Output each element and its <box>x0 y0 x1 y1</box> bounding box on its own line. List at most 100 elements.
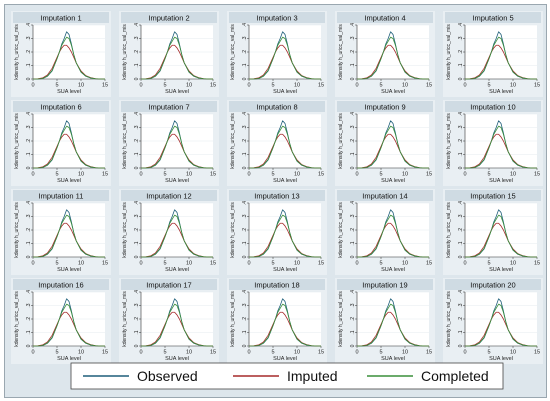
y-tick-label: 0 <box>26 255 32 258</box>
x-axis-label: SUA level <box>381 356 405 362</box>
y-tick-label: 0 <box>134 77 140 80</box>
y-axis-label: kdensity h_uricc_val_mis <box>446 113 452 169</box>
series-line-completed <box>249 214 321 258</box>
y-tick-label: .1 <box>350 241 356 245</box>
series-line-completed <box>141 303 213 347</box>
series-line-completed <box>357 125 429 169</box>
legend-label-completed: Completed <box>421 368 489 384</box>
y-tick-label: .3 <box>242 36 248 40</box>
x-tick-label: 5 <box>163 83 166 89</box>
x-tick-label: 15 <box>318 172 324 178</box>
x-axis-label: SUA level <box>489 178 513 184</box>
y-tick-label: 0 <box>134 255 140 258</box>
y-tick-label: .2 <box>26 228 32 232</box>
y-tick-label: 0 <box>242 344 248 347</box>
panel-7: Imputation 7 0 .1 .2 .3 .4 0 5 10 15 SUA level kden… <box>119 100 219 186</box>
x-tick-label: 15 <box>102 172 108 178</box>
x-axis-label: SUA level <box>57 267 81 273</box>
y-tick-label: .3 <box>134 36 140 40</box>
y-tick-label: .2 <box>134 139 140 143</box>
legend-label-observed: Observed <box>137 368 198 384</box>
y-tick-label: .4 <box>350 112 356 116</box>
x-tick-label: 10 <box>186 261 192 267</box>
y-tick-label: .4 <box>242 290 248 294</box>
panel-16: Imputation 16 0 .1 .2 .3 .4 0 5 10 15 SUA level kde… <box>11 278 111 364</box>
x-tick-label: 10 <box>186 83 192 89</box>
x-axis-label: SUA level <box>57 89 81 95</box>
legend-label-imputed: Imputed <box>287 368 338 384</box>
y-tick-label: .1 <box>242 330 248 334</box>
panel-8: Imputation 8 0 .1 .2 .3 .4 0 5 10 15 SUA level kden… <box>227 100 327 186</box>
y-tick-label: .1 <box>350 330 356 334</box>
panel-6: Imputation 6 0 .1 .2 .3 .4 0 5 10 15 SUA level kden… <box>11 100 111 186</box>
y-tick-label: .1 <box>350 63 356 67</box>
y-axis-label: kdensity h_uricc_val_mis <box>338 291 344 347</box>
x-tick-label: 5 <box>379 350 382 356</box>
y-tick-label: .2 <box>134 50 140 54</box>
y-tick-label: .4 <box>26 23 32 27</box>
x-tick-label: 0 <box>463 83 466 89</box>
panel-1: Imputation 1 0 .1 .2 .3 .4 0 5 10 15 SUA level kden… <box>11 11 111 97</box>
x-tick-label: 0 <box>355 350 358 356</box>
panel-title: Imputation 2 <box>148 14 189 23</box>
x-axis-label: SUA level <box>165 356 189 362</box>
panel-title: Imputation 3 <box>256 14 297 23</box>
panel-title-strip <box>229 279 325 290</box>
y-tick-label: .3 <box>26 125 32 129</box>
panel-title-strip <box>337 12 433 23</box>
y-tick-label: 0 <box>458 255 464 258</box>
y-tick-label: .4 <box>242 201 248 205</box>
y-tick-label: .3 <box>26 303 32 307</box>
y-tick-label: 0 <box>134 344 140 347</box>
panel-15: Imputation 15 0 .1 .2 .3 .4 0 5 10 15 SUA level kde… <box>443 189 543 275</box>
y-tick-label: .2 <box>26 50 32 54</box>
y-tick-label: .4 <box>350 290 356 294</box>
x-tick-label: 15 <box>210 83 216 89</box>
panel-13: Imputation 13 0 .1 .2 .3 .4 0 5 10 15 SUA level kde… <box>227 189 327 275</box>
y-tick-label: 0 <box>350 77 356 80</box>
panel-title: Imputation 20 <box>470 281 515 290</box>
x-tick-label: 10 <box>294 261 300 267</box>
series-line-completed <box>33 125 105 169</box>
x-tick-label: 15 <box>210 350 216 356</box>
y-tick-label: .2 <box>350 50 356 54</box>
y-tick-label: 0 <box>26 77 32 80</box>
panel-title-strip <box>229 190 325 201</box>
x-tick-label: 15 <box>210 172 216 178</box>
y-tick-label: .2 <box>26 317 32 321</box>
x-tick-label: 0 <box>355 172 358 178</box>
x-axis-label: SUA level <box>489 267 513 273</box>
panel-title-strip <box>445 12 541 23</box>
panel-5: Imputation 5 0 .1 .2 .3 .4 0 5 10 15 SUA level kden… <box>443 11 543 97</box>
x-tick-label: 0 <box>139 83 142 89</box>
series-line-completed <box>141 36 213 80</box>
y-tick-label: .4 <box>134 290 140 294</box>
x-tick-label: 15 <box>102 350 108 356</box>
y-tick-label: .1 <box>242 63 248 67</box>
y-tick-label: .4 <box>134 201 140 205</box>
x-tick-label: 5 <box>163 350 166 356</box>
x-tick-label: 5 <box>55 172 58 178</box>
y-tick-label: .2 <box>458 317 464 321</box>
panel-title-strip <box>13 279 109 290</box>
x-tick-label: 15 <box>102 83 108 89</box>
panel-title: Imputation 4 <box>364 14 405 23</box>
panel-4: Imputation 4 0 .1 .2 .3 .4 0 5 10 15 SUA level kden… <box>335 11 435 97</box>
panel-3: Imputation 3 0 .1 .2 .3 .4 0 5 10 15 SUA level kden… <box>227 11 327 97</box>
y-tick-label: .4 <box>350 23 356 27</box>
y-axis-label: kdensity h_uricc_val_mis <box>338 202 344 258</box>
x-tick-label: 0 <box>463 172 466 178</box>
series-line-completed <box>465 36 537 80</box>
y-tick-label: .4 <box>458 23 464 27</box>
y-tick-label: .2 <box>350 139 356 143</box>
x-tick-label: 0 <box>247 172 250 178</box>
x-tick-label: 5 <box>379 172 382 178</box>
x-tick-label: 10 <box>78 261 84 267</box>
y-axis-label: kdensity h_uricc_val_mis <box>230 202 236 258</box>
x-tick-label: 0 <box>31 350 34 356</box>
y-tick-label: .4 <box>350 201 356 205</box>
series-line-completed <box>249 36 321 80</box>
panel-title-strip <box>13 12 109 23</box>
y-tick-label: .3 <box>242 214 248 218</box>
